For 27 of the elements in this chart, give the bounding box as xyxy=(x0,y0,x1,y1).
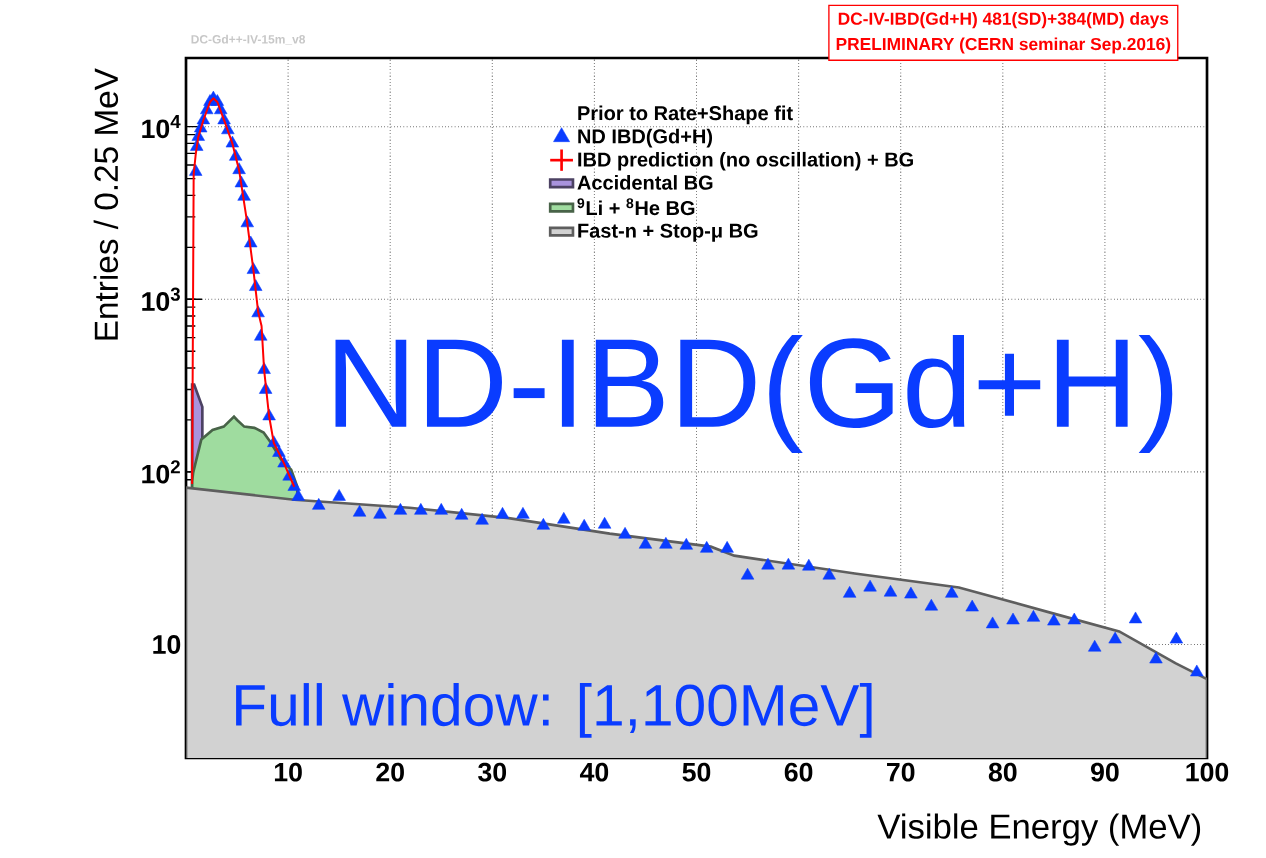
x-tick-label: 70 xyxy=(887,762,915,782)
legend-label: Accidental BG xyxy=(577,175,713,190)
x-tick-label: 50 xyxy=(682,762,711,782)
x-tick-label: 60 xyxy=(784,762,813,782)
y-tick-label: 10$^{3}$ xyxy=(142,287,180,311)
x-tick-label: 90 xyxy=(1091,762,1119,782)
x-tick-label: 30 xyxy=(478,762,507,782)
x-tick-label: 10 xyxy=(274,762,302,782)
y-tick-label: 10 xyxy=(153,635,181,654)
x-tick-label: 40 xyxy=(579,762,609,782)
annotation: Full window: [1,100MeV] xyxy=(236,683,872,738)
chart-subtitle: PRELIMINARY (CERN seminar Sep.2016) xyxy=(836,37,1171,54)
y-tick-label: 10$^{4}$ xyxy=(142,115,181,139)
annotation: ND-IBD(Gd+H) xyxy=(335,334,1173,453)
x-axis-title: Visible Energy (MeV) xyxy=(877,813,1201,846)
legend-label: $^{9}$Li + $^{8}$He BG xyxy=(577,198,695,216)
x-tick-label: 20 xyxy=(376,762,404,782)
chart-title: DC-IV-IBD(Gd+H) 481(SD)+384(MD) days xyxy=(838,12,1169,29)
x-tick-label: 100 xyxy=(1186,762,1229,782)
y-tick-label: 10$^{2}$ xyxy=(142,460,180,484)
y-axis-title: Entries / 0.25 MeV xyxy=(93,68,119,340)
legend-label: Fast-n + Stop-μ BG xyxy=(578,223,758,242)
legend-label: ND IBD(Gd+H) xyxy=(578,128,713,148)
text: DC-Gd++-IV-15m_v8 xyxy=(191,34,306,45)
x-tick-label: 80 xyxy=(988,762,1017,782)
legend-label: IBD prediction (no oscillation) + BG xyxy=(578,151,913,171)
legend-title: Prior to Rate+Shape fit xyxy=(578,105,793,125)
